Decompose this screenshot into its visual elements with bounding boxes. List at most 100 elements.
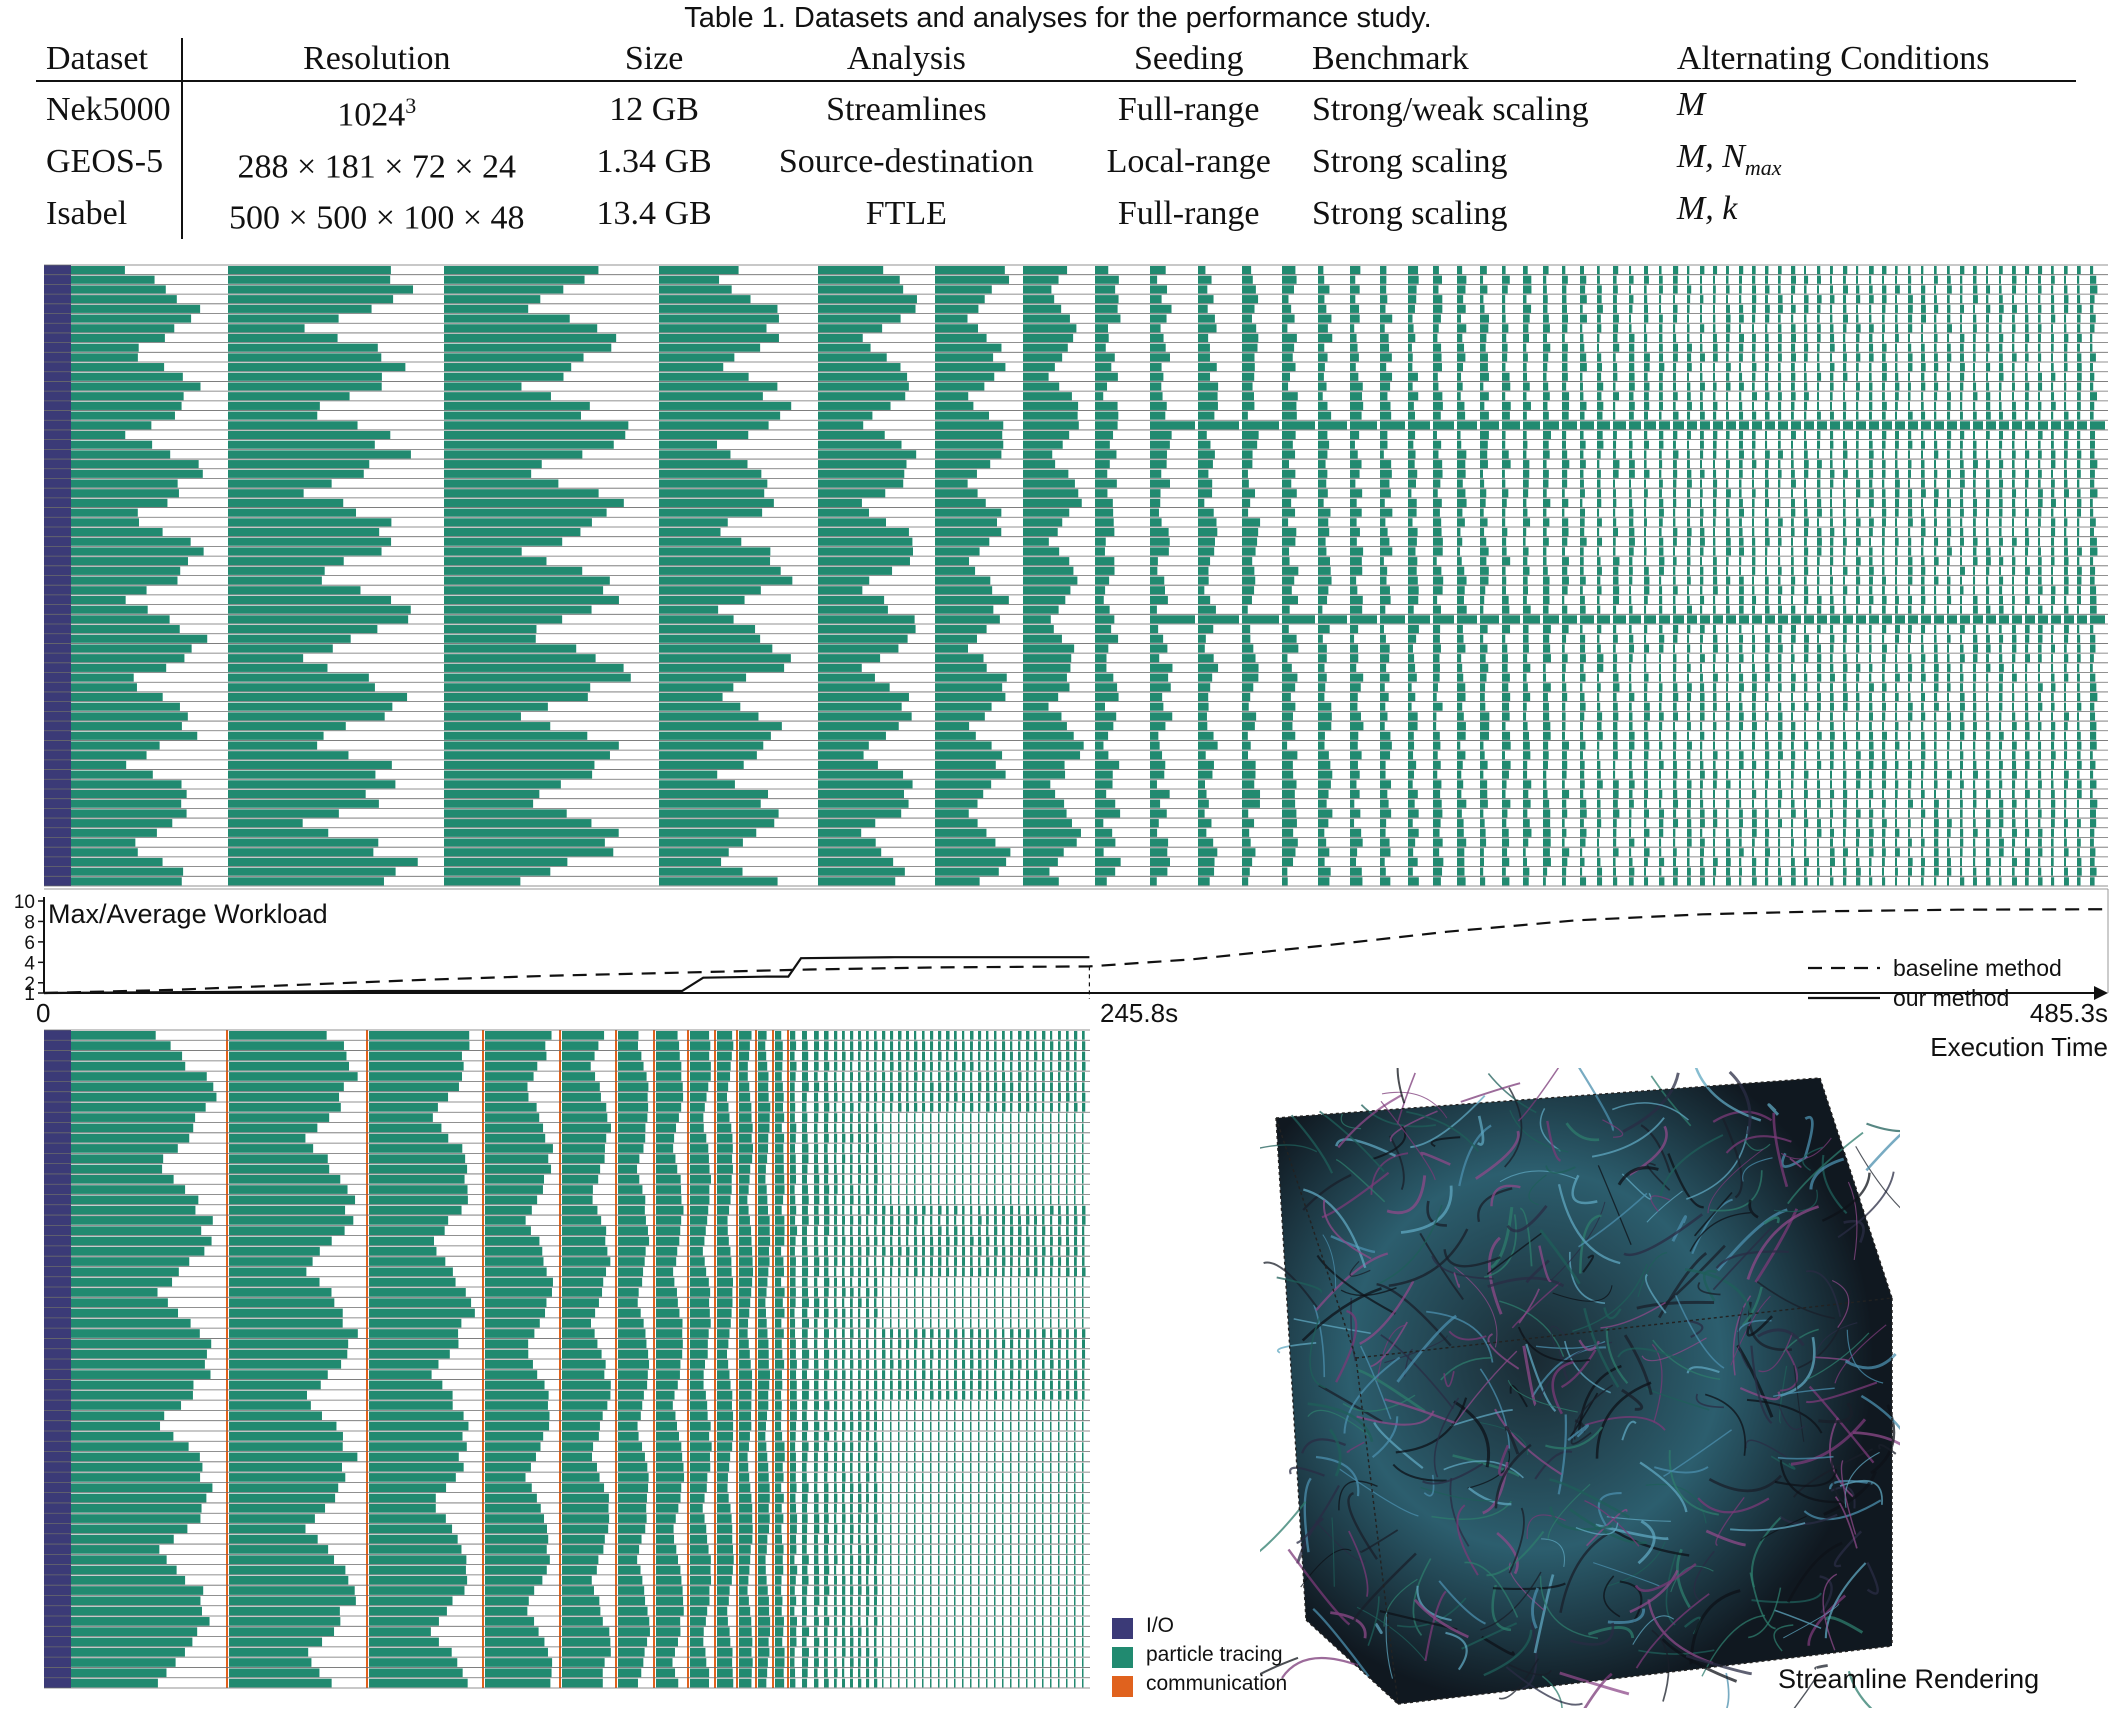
tracing-bar bbox=[618, 1102, 649, 1112]
tracing-bar bbox=[1700, 537, 1705, 546]
tracing-bar bbox=[1791, 430, 1796, 440]
tracing-bar bbox=[1817, 702, 1821, 711]
tracing-bar bbox=[1198, 615, 1239, 624]
tracing-bar bbox=[1869, 275, 1872, 284]
x-tick-label: 245.8s bbox=[1100, 998, 1178, 1028]
gantt-interval bbox=[1960, 266, 1970, 886]
tracing-bar bbox=[2090, 489, 2098, 498]
tracing-bar bbox=[1597, 857, 1601, 866]
tracing-bar bbox=[935, 401, 974, 410]
tracing-bar bbox=[71, 333, 165, 343]
tracing-bar bbox=[1433, 867, 1443, 876]
tracing-bar bbox=[1659, 469, 1662, 478]
tracing-bar bbox=[656, 1462, 684, 1472]
tracing-bar bbox=[228, 527, 380, 537]
tracing-bar bbox=[1778, 848, 1780, 857]
tracing-bar bbox=[1908, 867, 1912, 876]
tracing-bar bbox=[818, 722, 899, 731]
tracing-bar bbox=[1726, 498, 1730, 507]
tracing-bar bbox=[1947, 314, 1951, 323]
tracing-bar bbox=[444, 450, 583, 459]
tracing-bar bbox=[659, 770, 718, 779]
gantt-interval bbox=[229, 1031, 358, 1688]
tracing-bar bbox=[1778, 266, 1782, 275]
tracing-bar bbox=[1700, 518, 1703, 527]
tracing-bar bbox=[1408, 440, 1414, 449]
tracing-bar bbox=[1999, 460, 2004, 469]
tracing-bar bbox=[1562, 644, 1565, 653]
tracing-bar bbox=[818, 285, 904, 294]
tracing-bar bbox=[1921, 411, 1926, 420]
tracing-bar bbox=[1895, 411, 1897, 420]
tracing-bar bbox=[1934, 537, 1939, 546]
tracing-bar bbox=[369, 1205, 462, 1215]
tracing-bar bbox=[1856, 712, 1859, 721]
tracing-bar bbox=[656, 1411, 676, 1421]
tracing-bar bbox=[2090, 479, 2095, 488]
tracing-bar bbox=[1778, 625, 1783, 634]
tracing-bar bbox=[1947, 644, 1949, 653]
tracing-bar bbox=[1687, 576, 1691, 585]
tracing-bar bbox=[1659, 877, 1665, 886]
tracing-bar bbox=[1986, 615, 1996, 624]
tracing-bar bbox=[1408, 702, 1412, 711]
tracing-bar bbox=[1687, 819, 1692, 828]
tracing-bar bbox=[1095, 266, 1109, 275]
tracing-bar bbox=[1739, 586, 1744, 595]
tracing-bar bbox=[739, 1462, 749, 1472]
tracing-bar bbox=[775, 1617, 784, 1626]
tracing-bar bbox=[1543, 333, 1548, 343]
tracing-bar bbox=[1644, 537, 1646, 546]
tracing-bar bbox=[1242, 363, 1255, 372]
tracing-bar bbox=[1659, 489, 1662, 498]
tracing-bar bbox=[1318, 460, 1326, 469]
tracing-bar bbox=[2064, 731, 2066, 740]
tracing-bar bbox=[739, 1072, 748, 1081]
tracing-bar bbox=[1380, 615, 1405, 624]
tracing-bar bbox=[71, 469, 203, 478]
tracing-bar bbox=[1597, 595, 1600, 605]
tracing-bar bbox=[1739, 770, 1741, 779]
tracing-bar bbox=[1791, 275, 1796, 284]
tracing-bar bbox=[1095, 848, 1104, 857]
tracing-bar bbox=[2064, 625, 2069, 634]
tracing-bar bbox=[1882, 586, 1885, 595]
tracing-bar bbox=[1713, 285, 1716, 294]
tracing-bar bbox=[1843, 741, 1848, 750]
tracing-bar bbox=[444, 595, 619, 605]
tracing-bar bbox=[444, 751, 610, 760]
tracing-bar bbox=[1895, 605, 1898, 614]
tracing-bar bbox=[1673, 460, 1677, 469]
tracing-bar bbox=[1804, 304, 1809, 313]
tracing-bar bbox=[1973, 867, 1977, 876]
tracing-bar bbox=[690, 1133, 707, 1143]
tracing-bar bbox=[2090, 683, 2097, 692]
tracing-bar bbox=[690, 1524, 707, 1534]
x-tick-label: 485.3s bbox=[2030, 998, 2108, 1028]
tracing-bar bbox=[1095, 527, 1115, 537]
tracing-bar bbox=[71, 1102, 206, 1112]
tracing-bar bbox=[1150, 789, 1170, 799]
tracing-bar bbox=[1613, 595, 1620, 605]
tracing-bar bbox=[1629, 722, 1633, 731]
tracing-bar bbox=[1726, 857, 1731, 866]
tracing-bar bbox=[618, 1205, 645, 1215]
tracing-bar bbox=[1999, 324, 2002, 333]
tracing-bar bbox=[444, 295, 541, 304]
tracing-bar bbox=[690, 1288, 711, 1297]
tracing-bar bbox=[1282, 314, 1295, 323]
tracing-bar bbox=[1629, 363, 1635, 372]
tracing-bar bbox=[2038, 479, 2041, 488]
tracing-bar bbox=[1613, 266, 1619, 275]
tracing-bar bbox=[618, 1195, 646, 1205]
tracing-bar bbox=[1242, 789, 1261, 799]
tracing-bar bbox=[71, 625, 180, 634]
tracing-bar bbox=[1895, 489, 1900, 498]
tracing-bar bbox=[229, 1678, 332, 1688]
tracing-bar bbox=[1960, 324, 1962, 333]
tracing-bar bbox=[1921, 760, 1925, 769]
tracing-bar bbox=[618, 1555, 638, 1565]
tracing-bar bbox=[1562, 663, 1566, 672]
tracing-bar bbox=[659, 741, 764, 750]
tracing-bar bbox=[2012, 663, 2014, 672]
